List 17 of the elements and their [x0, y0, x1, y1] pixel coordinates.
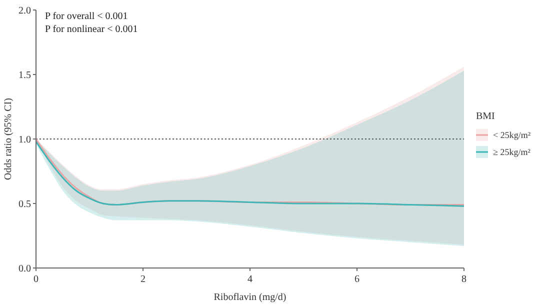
annotation: P for overall < 0.001	[45, 11, 128, 22]
y-tick-label: 1.0	[18, 134, 31, 146]
y-tick-label: 2.0	[18, 6, 31, 16]
legend-title: BMI	[476, 111, 495, 122]
y-tick-label: 0.0	[18, 264, 31, 274]
x-tick-label: 0	[34, 274, 38, 285]
x-tick-label: 2	[140, 274, 146, 285]
y-tick-label: 1.5	[18, 70, 31, 81]
annotation: P for nonlinear < 0.001	[45, 24, 138, 35]
legend-label: ≥ 25kg/m²	[493, 147, 531, 158]
y-axis-title: Odds ratio (95% CI)	[3, 98, 14, 180]
x-tick-label: 6	[354, 274, 360, 285]
x-axis-title: Riboflavin (mg/d)	[214, 292, 286, 303]
y-tick-label: 0.5	[18, 199, 31, 210]
x-tick-label: 8	[462, 274, 466, 285]
x-tick-label: 4	[248, 274, 252, 285]
legend-label: < 25kg/m²	[493, 130, 531, 140]
